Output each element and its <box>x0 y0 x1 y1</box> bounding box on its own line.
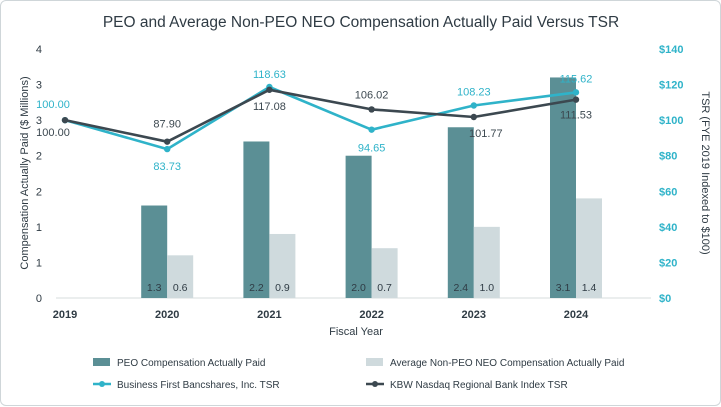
y-axis-label: Compensation Actually Paid ($ Millions) <box>19 76 31 269</box>
neo-bar-label-2023: 1.0 <box>479 282 494 294</box>
y-tick-label-1: 1 <box>36 257 42 269</box>
bfb-label-2023: 108.23 <box>457 87 491 99</box>
right-axis: $0 $20 $40 $60 $80 $100 $120 $140 <box>659 44 683 305</box>
peo-bar-label-2020: 1.3 <box>147 282 162 294</box>
x-tick-label-2023: 2023 <box>462 309 486 321</box>
peo-bar-2024 <box>550 77 576 298</box>
y-tick-label-2: 1 <box>36 222 42 234</box>
legend-label-bfb: Business First Bancshares, Inc. TSR <box>117 380 280 391</box>
neo-bar-2021 <box>269 233 296 298</box>
x-tick-label-2022: 2022 <box>359 309 383 321</box>
kbw-point-2021 <box>266 86 273 93</box>
y-tick-label-3: 2 <box>36 186 42 198</box>
y2-tick-label-2: $40 <box>659 222 677 234</box>
kbw-point-2019 <box>61 116 69 124</box>
legend: PEO Compensation Actually Paid Average N… <box>93 358 624 391</box>
bfb-point-2024 <box>572 89 580 96</box>
bfb-label-2021: 118.63 <box>253 69 286 81</box>
peo-bar-2022 <box>345 155 372 298</box>
left-axis: 0 1 1 2 2 3 3 4 <box>36 44 42 305</box>
lines-group: 100.00 83.73 118.63 94.65 108.23 115.62 100.00… <box>36 69 592 173</box>
y2-tick-label-4: $80 <box>659 151 677 163</box>
bfb-label-2019: 100.00 <box>36 99 70 111</box>
kbw-label-2024: 111.53 <box>560 110 592 122</box>
peo-bar-label-2024: 3.1 <box>556 282 571 294</box>
kbw-label-2022: 106.02 <box>355 89 389 101</box>
y2-tick-label-7: $140 <box>659 44 683 56</box>
y-tick-label-0: 0 <box>36 293 42 305</box>
y2-tick-label-6: $120 <box>659 80 683 92</box>
peo-bar-label-2023: 2.4 <box>453 282 468 294</box>
y-tick-label-6: 3 <box>36 80 42 92</box>
legend-swatch-peo <box>93 358 110 366</box>
neo-bar-label-2024: 1.4 <box>582 282 597 294</box>
y-tick-label-7: 4 <box>36 44 42 56</box>
x-axis: 2019 2020 2021 2022 2023 2024 <box>53 309 589 321</box>
x-tick-label-2024: 2024 <box>564 309 589 321</box>
peo-bar-label-2022: 2.0 <box>351 282 366 294</box>
y2-axis-label: TSR (FYE 2019 Indexed to $100) <box>699 91 711 254</box>
legend-label-kbw: KBW Nasdaq Regional Bank Index TSR <box>390 380 568 391</box>
x-tick-label-2020: 2020 <box>155 309 179 321</box>
x-axis-label: Fiscal Year <box>329 326 383 338</box>
bfb-label-2024: 115.62 <box>560 73 593 85</box>
peo-bar-2023 <box>447 127 474 298</box>
kbw-point-2023 <box>470 113 477 121</box>
neo-bar-label-2021: 0.9 <box>275 282 290 294</box>
neo-bar-2022 <box>371 248 398 298</box>
y2-tick-label-3: $60 <box>659 186 677 198</box>
y-tick-label-4: 2 <box>36 151 42 163</box>
bars-group: 1.3 2.2 2.0 2.4 3.1 0.6 0.9 0.7 1.0 1.4 <box>141 77 602 298</box>
kbw-tsr-line <box>64 88 577 143</box>
y-tick-label-5: 3 <box>36 115 42 127</box>
legend-label-peo: PEO Compensation Actually Paid <box>117 358 265 369</box>
legend-marker-bfb <box>99 381 105 387</box>
neo-bar-2020 <box>167 255 194 298</box>
kbw-label-2020: 87.90 <box>153 119 181 131</box>
peo-bar-label-2021: 2.2 <box>249 282 264 294</box>
neo-bar-2023 <box>473 226 500 298</box>
kbw-point-2022 <box>368 106 375 113</box>
x-tick-label-2021: 2021 <box>257 309 281 321</box>
y2-tick-label-1: $20 <box>659 257 677 269</box>
peo-bar-2021 <box>243 141 270 298</box>
neo-bar-label-2022: 0.7 <box>377 282 392 294</box>
bfb-label-2022: 94.65 <box>358 143 386 155</box>
neo-bar-label-2020: 0.6 <box>173 282 188 294</box>
bfb-label-2020: 83.73 <box>153 161 181 173</box>
peo-bar-2020 <box>141 205 168 298</box>
x-tick-label-2019: 2019 <box>53 309 77 321</box>
chart-title: PEO and Average Non-PEO NEO Compensation… <box>103 14 619 31</box>
kbw-point-2020 <box>164 138 171 145</box>
kbw-label-2019: 100.00 <box>36 127 70 139</box>
legend-label-neo: Average Non-PEO NEO Compensation Actuall… <box>390 358 624 369</box>
y2-tick-label-5: $100 <box>659 115 683 127</box>
neo-bar-2024 <box>576 198 602 298</box>
kbw-point-2024 <box>572 96 580 103</box>
legend-swatch-neo <box>366 358 383 366</box>
y2-tick-label-0: $0 <box>659 293 671 305</box>
legend-marker-kbw <box>372 381 378 387</box>
bfb-point-2022 <box>368 126 375 133</box>
kbw-label-2023: 101.77 <box>469 128 503 140</box>
bfb-point-2020 <box>164 145 171 153</box>
kbw-label-2021: 117.08 <box>253 101 286 113</box>
bfb-point-2023 <box>470 102 477 109</box>
bfb-tsr-line <box>64 85 577 151</box>
